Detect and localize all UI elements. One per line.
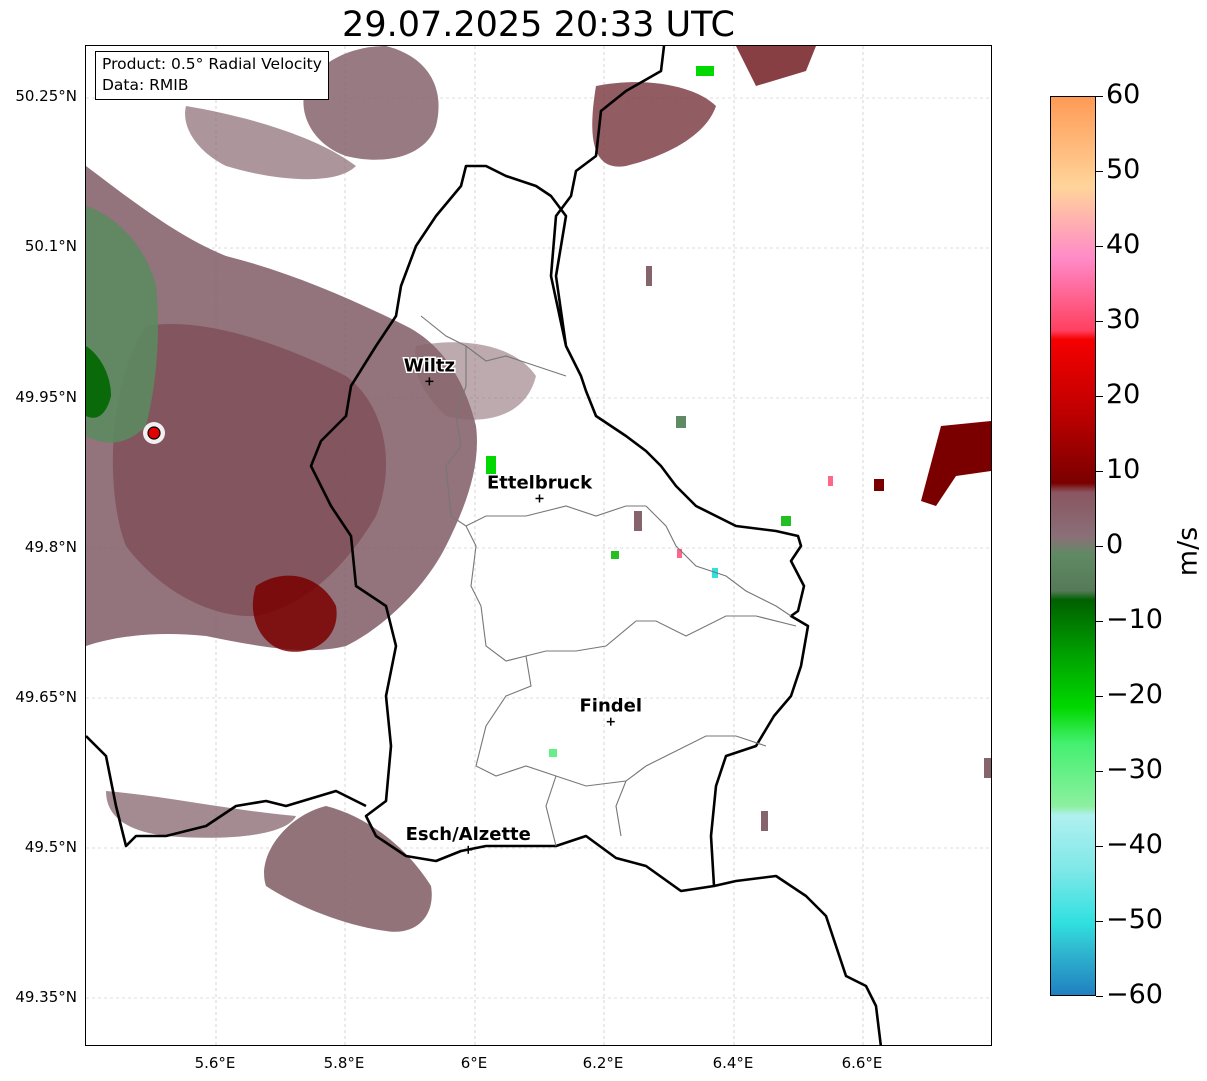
city-marker: Wiltz: [402, 354, 457, 386]
colorbar-unit: m/s: [1172, 526, 1204, 577]
echo-south: [264, 806, 432, 932]
de-fr-border: [713, 874, 883, 1045]
echo-green-2: [486, 456, 496, 474]
lat-label-49-35: 49.35°N: [15, 988, 77, 1006]
colorbar-tick: [1096, 996, 1103, 997]
echo-mauve-4: [646, 266, 652, 286]
lat-label-49-8: 49.8°N: [24, 538, 77, 556]
colorbar-tick-label: −20: [1106, 679, 1163, 710]
echo-mauve-5: [676, 416, 686, 428]
lon-label-6-4: 6.4°E: [712, 1054, 754, 1072]
colorbar-tick: [1096, 621, 1103, 622]
lon-label-6: 6°E: [460, 1054, 488, 1072]
data-source-label: Data: RMIB: [102, 76, 189, 94]
radar-site-marker: [143, 422, 165, 444]
colorbar-tick-label: −40: [1106, 829, 1163, 860]
colorbar-tick: [1096, 96, 1103, 97]
lat-label-49-5: 49.5°N: [24, 838, 77, 856]
map-canvas: Wiltz Ettelbruck Findel Esch/Alzette: [86, 46, 991, 1045]
colorbar-tick: [1096, 921, 1103, 922]
echo-mauve-1: [761, 811, 768, 831]
city-label: Wiltz: [404, 355, 455, 376]
colorbar-tick-label: −50: [1106, 904, 1163, 935]
city-marker: Findel: [578, 694, 644, 726]
product-label: Product: 0.5° Radial Velocity: [102, 55, 322, 73]
echo-mauve-2: [984, 758, 991, 778]
lux-border: [309, 46, 810, 893]
velocity-colorbar: [1050, 96, 1096, 996]
echo-mauve-3: [634, 511, 642, 531]
district-borders: [420, 315, 797, 847]
lat-label-50-1: 50.1°N: [24, 237, 77, 255]
colorbar-tick: [1096, 246, 1103, 247]
lat-label-49-65: 49.65°N: [15, 688, 77, 706]
country-borders: [86, 46, 883, 1045]
colorbar-tick: [1096, 846, 1103, 847]
colorbar-tick-label: 20: [1106, 379, 1141, 410]
echo-cyan-1: [712, 568, 718, 578]
colorbar-tick-label: 60: [1106, 79, 1141, 110]
product-info-box: Product: 0.5° Radial Velocity Data: RMIB: [95, 51, 329, 100]
lon-label-6-6: 6.6°E: [841, 1054, 883, 1072]
colorbar-tick-label: 0: [1106, 529, 1124, 560]
echo-green-3: [611, 551, 619, 559]
echo-pink-1: [677, 549, 682, 558]
lon-label-5-8: 5.8°E: [323, 1054, 365, 1072]
echo-west-core: [112, 324, 386, 617]
colorbar-tick-label: 40: [1106, 229, 1141, 260]
lon-label-5-6: 5.6°E: [194, 1054, 236, 1072]
city-marker: Ettelbruck: [485, 471, 595, 503]
colorbar-tick-label: −60: [1106, 979, 1163, 1010]
colorbar-tick: [1096, 771, 1103, 772]
city-markers: Wiltz Ettelbruck Findel Esch/Alzette: [402, 354, 644, 854]
lat-label-49-95: 49.95°N: [15, 388, 77, 406]
echo-green-1: [696, 66, 714, 76]
colorbar-tick: [1096, 696, 1103, 697]
radar-map: Wiltz Ettelbruck Findel Esch/Alzette Produc…: [85, 45, 992, 1046]
city-label: Ettelbruck: [487, 472, 593, 493]
colorbar-tick-label: 50: [1106, 154, 1141, 185]
colorbar-tick-label: −30: [1106, 754, 1163, 785]
echo-northwest-band: [185, 106, 356, 180]
colorbar-tick-label: 10: [1106, 454, 1141, 485]
city-label: Findel: [579, 696, 642, 717]
city-marker: Esch/Alzette: [404, 822, 532, 854]
lon-label-6-2: 6.2°E: [582, 1054, 624, 1072]
colorbar-tick-label: −10: [1106, 604, 1163, 635]
colorbar-tick: [1096, 321, 1103, 322]
echo-pink-2: [828, 476, 833, 486]
be-fr-border: [86, 735, 367, 848]
echo-green-4: [781, 516, 791, 526]
city-label: Esch/Alzette: [406, 824, 531, 845]
echo-dark-1: [874, 479, 884, 491]
echo-north-east-top: [736, 46, 816, 86]
colorbar-tick: [1096, 396, 1103, 397]
lat-label-50-25: 50.25°N: [15, 87, 77, 105]
colorbar-tick-label: 30: [1106, 304, 1141, 335]
colorbar-tick: [1096, 546, 1103, 547]
echo-dark-green: [86, 346, 111, 418]
echo-lightgreen-1: [549, 749, 557, 757]
map-title: 29.07.2025 20:33 UTC: [342, 5, 735, 45]
echo-scatter-mid: [415, 342, 536, 420]
echo-east-dark-red: [921, 421, 991, 506]
echo-northeast: [592, 82, 716, 167]
colorbar-tick: [1096, 471, 1103, 472]
echo-north: [303, 46, 439, 160]
echo-dark-red-cluster: [252, 575, 337, 652]
radar-echoes: [86, 46, 991, 932]
echo-south-west-band: [106, 791, 296, 838]
colorbar-tick: [1096, 171, 1103, 172]
